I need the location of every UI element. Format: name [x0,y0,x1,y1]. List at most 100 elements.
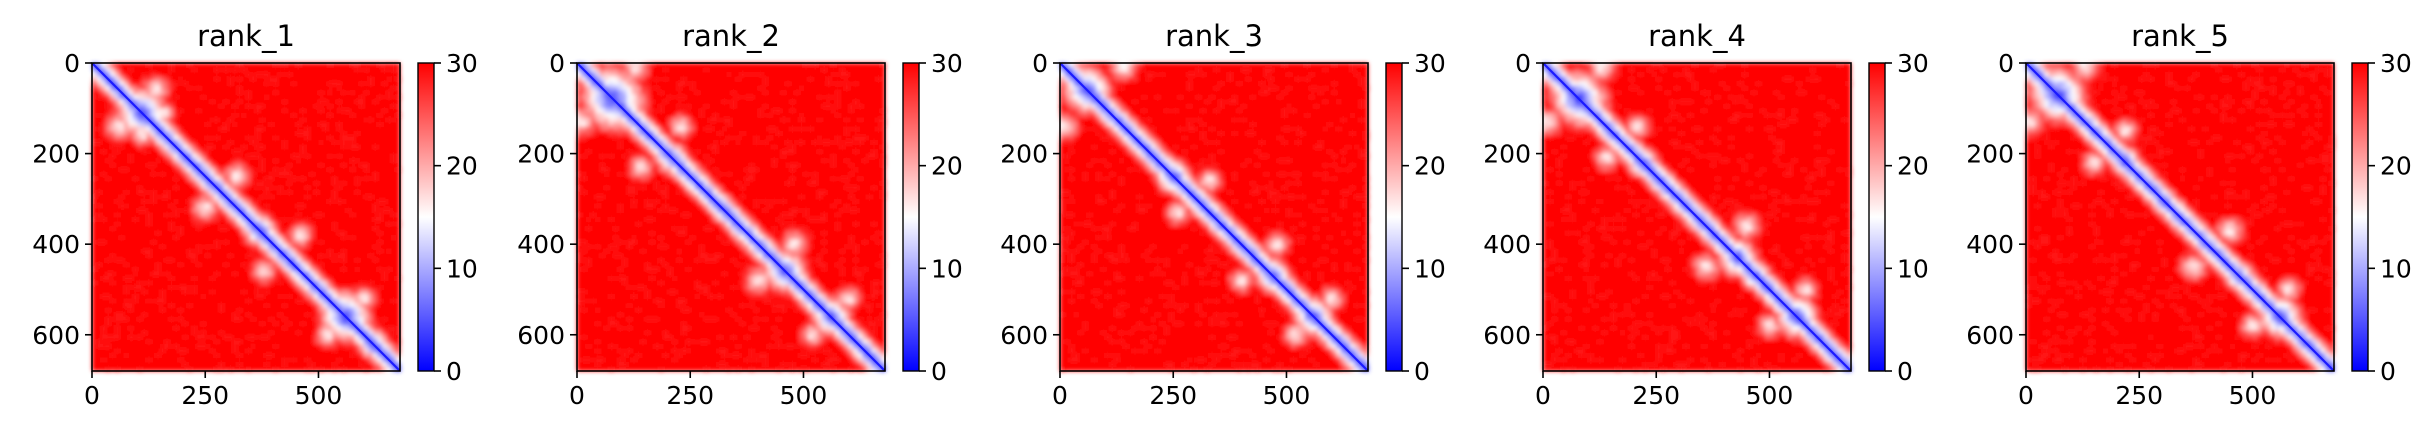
heatmap-cell [667,334,673,340]
heatmap-cell [255,212,261,218]
heatmap-cell [363,348,369,354]
heatmap-cell [776,130,782,137]
heatmap-cell [1232,244,1238,250]
heatmap-cell [341,303,347,309]
heatmap-cell [327,253,333,259]
heatmap-cell [92,194,98,200]
heatmap-cell [368,330,374,336]
heatmap-cell [363,67,369,73]
heatmap-cell [123,167,129,173]
heatmap-cell [608,85,614,91]
heatmap-cell [1787,76,1793,82]
heatmap-cell [635,130,642,137]
heatmap-cell [626,284,632,291]
heatmap-cell [1268,280,1274,286]
heatmap-cell [123,262,129,268]
heatmap-cell [590,130,596,137]
heatmap-cell [232,112,238,118]
heatmap-cell [649,239,655,245]
heatmap-cell [1792,108,1798,114]
heatmap-cell [595,103,601,109]
heatmap-cell [690,339,696,345]
heatmap-cell [749,303,755,309]
heatmap-cell [1354,352,1360,359]
heatmap-cell [200,294,206,300]
heatmap-cell [1281,108,1288,114]
heatmap-cell [694,162,700,168]
heatmap-cell [395,352,401,359]
heatmap-cell [1570,112,1576,118]
heatmap-cell [631,189,637,195]
heatmap-cell [255,230,261,236]
heatmap-cell [1182,167,1188,173]
heatmap-cell [291,266,297,272]
heatmap-cell [826,334,832,340]
heatmap-cell [690,194,696,200]
heatmap-cell [1597,81,1603,87]
heatmap-cell [236,226,243,232]
heatmap-cell [1064,189,1070,195]
heatmap-cell [150,108,157,114]
heatmap-cell [617,112,623,118]
heatmap-cell [771,271,777,277]
heatmap-cell [586,244,592,250]
heatmap-cell [835,334,841,340]
heatmap-cell [359,307,365,313]
heatmap-cell [1606,67,1612,73]
heatmap-cell [703,257,709,263]
heatmap-cell [332,348,338,354]
heatmap-cell [826,289,832,295]
heatmap-cell [830,298,836,304]
heatmap-cell [640,76,646,82]
heatmap-cell [1349,112,1356,118]
heatmap-cell [812,334,818,340]
heatmap-cell [155,130,161,137]
heatmap-cell [758,108,764,114]
heatmap-cell [1561,112,1567,118]
heatmap-cell [1322,316,1328,322]
heatmap-cell [817,289,823,295]
heatmap-cell [295,262,301,268]
heatmap-cell [1354,248,1360,254]
heatmap-cell [286,171,292,177]
heatmap-cell [323,334,329,340]
heatmap-cell [712,217,719,223]
heatmap-cell [232,180,238,186]
heatmap-cell [803,207,809,214]
heatmap-cell [92,198,98,205]
heatmap-cell [119,94,125,100]
heatmap-cell [1064,167,1070,173]
heatmap-cell [644,149,651,155]
heatmap-cell [577,212,583,218]
heatmap-cell [381,108,388,114]
heatmap-cell [1322,321,1328,327]
heatmap-cell [1291,330,1297,336]
heatmap-cell [341,235,347,241]
heatmap-cell [672,144,678,150]
heatmap-cell [363,343,369,349]
heatmap-cell [690,171,696,177]
heatmap-cell [1300,316,1306,322]
heatmap-cell [304,366,311,372]
heatmap-cell [264,352,270,359]
heatmap-cell [1724,103,1730,109]
heatmap-cell [853,221,859,227]
heatmap-cell [789,303,796,309]
heatmap-cell [255,257,261,263]
heatmap-cell [1272,85,1279,91]
heatmap-cell [214,207,220,214]
heatmap-cell [644,158,651,164]
heatmap-cell [835,339,841,345]
heatmap-cell [1304,76,1310,82]
heatmap-cell [255,198,261,205]
heatmap-cell [354,334,360,340]
heatmap-cell [105,366,111,372]
heatmap-cell [1186,194,1192,200]
heatmap-cell [1209,176,1215,182]
heatmap-cell [1313,361,1319,368]
heatmap-cell [1069,130,1075,137]
heatmap-cell [1268,330,1274,336]
heatmap-cell [1214,271,1220,277]
heatmap-cell [300,266,306,272]
heatmap-cell [218,167,224,173]
